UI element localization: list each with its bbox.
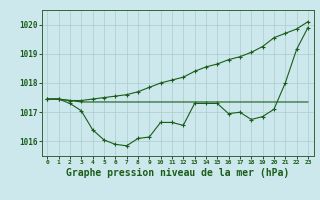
X-axis label: Graphe pression niveau de la mer (hPa): Graphe pression niveau de la mer (hPa)	[66, 168, 289, 178]
